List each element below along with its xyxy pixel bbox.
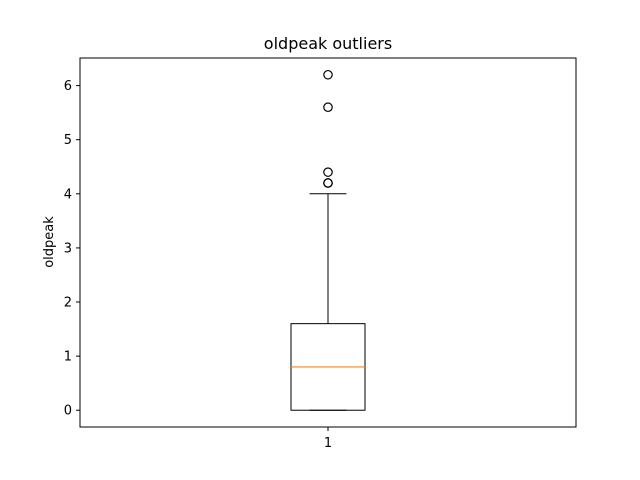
y-axis-label: oldpeak (42, 216, 57, 268)
y-tick-label: 2 (64, 296, 72, 311)
y-tick-label: 0 (64, 404, 72, 419)
plot-frame (79, 57, 577, 428)
y-tick-label: 6 (64, 79, 72, 94)
outlier-point (323, 69, 333, 80)
y-tick-label: 3 (64, 241, 72, 256)
y-tick-label: 4 (64, 187, 72, 202)
chart-title: oldpeak outliers (264, 34, 392, 53)
outlier-point (323, 102, 333, 113)
plot-area: 0 1 2 3 4 5 6 1 (64, 69, 366, 451)
outlier-point (323, 167, 333, 177)
x-tick-label: 1 (324, 436, 332, 451)
y-tick-label: 5 (64, 133, 72, 148)
outlier-point (323, 178, 333, 188)
y-tick-label: 1 (64, 350, 72, 365)
